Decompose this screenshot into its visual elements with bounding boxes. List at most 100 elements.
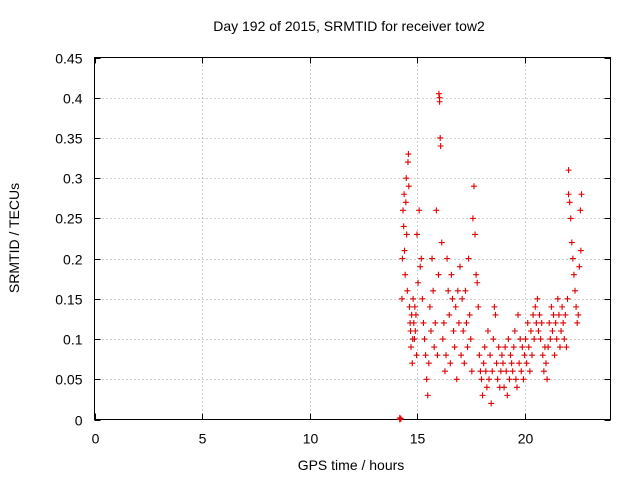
data-point bbox=[555, 311, 562, 318]
data-point bbox=[412, 328, 419, 335]
plot-frame bbox=[94, 57, 611, 420]
data-point bbox=[502, 344, 509, 351]
data-point bbox=[399, 255, 406, 262]
data-point bbox=[403, 175, 410, 182]
data-point bbox=[552, 319, 559, 326]
data-point bbox=[440, 319, 447, 326]
data-point bbox=[556, 344, 563, 351]
data-point bbox=[463, 319, 470, 326]
data-point bbox=[397, 415, 404, 422]
data-point bbox=[478, 376, 485, 383]
data-point bbox=[447, 360, 454, 367]
data-point bbox=[405, 183, 412, 190]
data-point bbox=[565, 191, 572, 198]
data-point bbox=[432, 319, 439, 326]
data-point bbox=[401, 247, 408, 254]
data-point bbox=[506, 376, 513, 383]
data-point bbox=[434, 352, 441, 359]
data-point bbox=[419, 295, 426, 302]
data-point bbox=[404, 159, 411, 166]
data-point bbox=[403, 231, 410, 238]
data-point bbox=[500, 360, 506, 367]
data-point bbox=[425, 360, 432, 367]
data-point bbox=[568, 239, 575, 246]
data-point bbox=[415, 279, 422, 286]
y-axis-label: SRMTID / TECUs bbox=[6, 183, 22, 293]
data-point bbox=[412, 311, 419, 318]
data-point bbox=[401, 191, 408, 198]
x-tick-label: 0 bbox=[92, 431, 100, 447]
data-point bbox=[548, 303, 555, 310]
data-point bbox=[489, 368, 496, 375]
data-point bbox=[570, 271, 577, 278]
data-point bbox=[437, 142, 444, 149]
data-point bbox=[454, 287, 461, 294]
data-point bbox=[497, 368, 504, 375]
data-point bbox=[550, 311, 557, 318]
data-point bbox=[410, 319, 417, 326]
data-point bbox=[398, 295, 405, 302]
data-point bbox=[459, 295, 466, 302]
data-point bbox=[445, 287, 452, 294]
data-point bbox=[396, 414, 403, 421]
data-point bbox=[505, 336, 512, 343]
data-point bbox=[480, 360, 487, 367]
data-point bbox=[452, 303, 459, 310]
data-point bbox=[577, 247, 584, 254]
data-point bbox=[477, 368, 484, 375]
data-point bbox=[426, 303, 433, 310]
data-point bbox=[517, 336, 524, 343]
data-point bbox=[540, 368, 547, 375]
data-point bbox=[409, 360, 416, 367]
x-axis-label: GPS time / hours bbox=[298, 457, 405, 473]
y-tick-label: 0.45 bbox=[55, 51, 82, 67]
data-point bbox=[411, 303, 418, 310]
x-tick-label: 5 bbox=[199, 431, 207, 447]
data-point bbox=[464, 344, 471, 351]
data-point bbox=[467, 336, 474, 343]
data-point bbox=[438, 239, 445, 246]
data-point bbox=[524, 319, 531, 326]
data-point bbox=[501, 384, 508, 391]
data-point bbox=[410, 295, 417, 302]
data-point bbox=[430, 287, 437, 294]
data-point bbox=[509, 368, 516, 375]
data-point bbox=[495, 344, 502, 351]
y-tick-label: 0.25 bbox=[55, 211, 82, 227]
data-point bbox=[469, 215, 476, 222]
data-point bbox=[427, 328, 434, 335]
y-tick-label: 0.05 bbox=[55, 372, 82, 388]
x-tick-label: 20 bbox=[518, 431, 534, 447]
data-point bbox=[530, 311, 537, 318]
data-point bbox=[544, 376, 551, 383]
data-point bbox=[435, 271, 442, 278]
data-point bbox=[457, 263, 463, 270]
data-point bbox=[458, 352, 465, 359]
data-point bbox=[423, 376, 430, 383]
data-point bbox=[402, 271, 409, 278]
data-point bbox=[562, 311, 569, 318]
data-point bbox=[578, 191, 585, 198]
data-point bbox=[565, 167, 572, 174]
data-point bbox=[461, 360, 468, 367]
data-point bbox=[547, 336, 554, 343]
data-point bbox=[504, 392, 511, 399]
data-point bbox=[567, 215, 574, 222]
data-point bbox=[558, 328, 565, 335]
data-point bbox=[533, 319, 540, 326]
data-point bbox=[572, 287, 579, 294]
data-point bbox=[507, 352, 514, 359]
data-point bbox=[493, 360, 500, 367]
data-point bbox=[490, 336, 497, 343]
data-point bbox=[476, 352, 483, 359]
data-point bbox=[400, 207, 407, 214]
data-point bbox=[532, 303, 539, 310]
data-point bbox=[422, 352, 429, 359]
grid bbox=[94, 57, 611, 420]
data-point bbox=[474, 279, 481, 286]
data-point bbox=[516, 360, 523, 367]
data-point bbox=[560, 319, 567, 326]
data-point bbox=[538, 319, 545, 326]
y-tick-label: 0.35 bbox=[55, 131, 82, 147]
